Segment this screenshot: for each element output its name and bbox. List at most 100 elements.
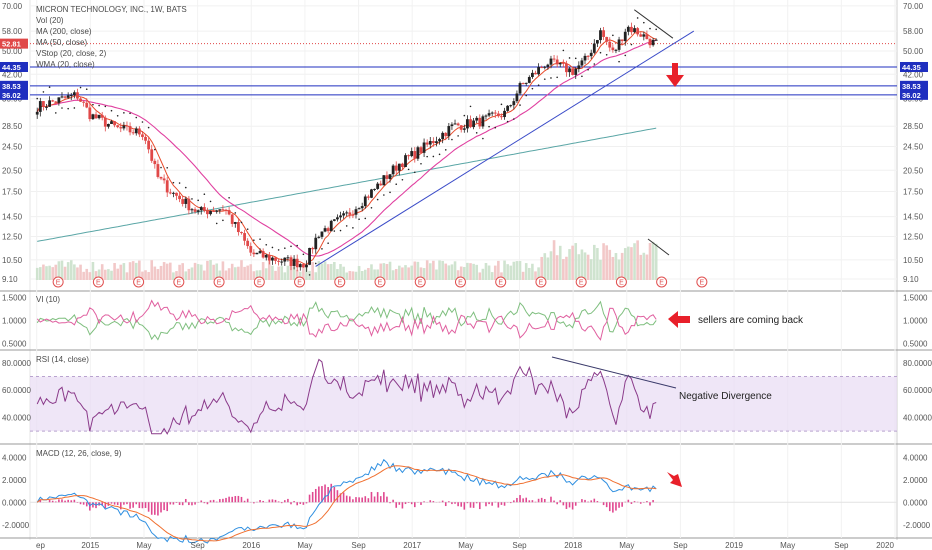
candle-body [394,165,398,171]
volume-bar [119,264,123,280]
macd-hist-bar [259,500,261,503]
vstop-dot [482,137,484,140]
candle-body [441,132,445,140]
candle-body [435,141,438,144]
macd-hist-bar [228,496,230,503]
price-tag-box [0,89,28,100]
vstop-dot [246,228,249,230]
vstop-dot [612,34,614,37]
macd-hist-bar [253,502,255,504]
price-tag-label: 38.53 [2,82,21,91]
vstop-dot [383,194,385,196]
vstop-dot [376,198,379,201]
candle-body [91,114,95,120]
vstop-dot [513,118,515,120]
volume-bar [153,266,157,280]
vstop-dot [599,51,602,54]
y-tick-label: 20.50 [903,166,924,175]
vstop-dot [327,242,329,244]
volume-bar [178,264,181,280]
y-tick-label: 1.0000 [903,317,928,326]
volume-bar [264,268,268,280]
macd-hist-bar [358,497,360,503]
macd-hist-bar [181,502,184,506]
volume-bar [441,260,444,280]
macd-hist-bar [85,502,88,507]
macd-hist-bar [157,502,159,516]
volume-bar [295,269,299,280]
volume-bar [500,272,503,280]
candle-body [456,123,460,126]
earnings-marker [92,276,104,288]
candle-body [506,105,510,111]
candle-body [196,210,200,212]
volume-bar [376,269,379,280]
candle-body [48,100,51,107]
divergence-line [551,356,677,389]
earnings-marker-label: E [619,280,624,287]
candle-body [527,77,531,83]
volume-bar [45,266,48,280]
volume-bar [385,263,389,280]
volume-bar [509,265,513,280]
candle-body [264,254,268,258]
macd-hist-bar [537,498,540,503]
earnings-marker-label: E [257,280,262,287]
volume-bar [370,264,373,280]
candle-body [94,114,98,119]
earnings-marker-label: E [217,280,222,287]
y-tick-label: 40.0000 [903,413,932,422]
candle-body [583,55,587,61]
macd-hist-bar [407,502,410,503]
volume-bar [243,266,246,280]
macd-hist-bar [141,502,144,509]
macd-hist-bar [556,502,558,505]
vstop-dot [475,132,478,134]
volume-bar [54,264,58,280]
candle-body [558,62,562,65]
volume-bar [627,246,630,280]
vstop-dot [624,54,627,57]
price-tag-box [900,80,928,91]
volume-bar [305,267,308,280]
price-tag-box [900,61,928,72]
candle-body [69,95,73,97]
candle-body [100,114,104,118]
candle-body [391,165,395,175]
volume-bar [57,261,61,280]
earnings-marker-label: E [136,280,141,287]
volume-bar [141,271,144,280]
macd-hist-bar [404,502,407,505]
volume-bar [596,248,599,280]
volume-bar [199,264,203,280]
vstop-dot [438,153,441,156]
macd-hist-bar [138,502,141,509]
macd-lines [30,458,897,544]
volume-bar [555,255,559,280]
candle-body [317,236,321,238]
candle-body [565,63,568,73]
price-tag-label: 44.35 [902,63,921,72]
earnings-marker [173,276,185,288]
vstop-dot [265,244,268,246]
macd-hist-bar [203,502,206,504]
y-tick-label-left: 14.50 [2,213,23,222]
candle-body [45,106,48,108]
vstop-dot [296,244,298,247]
candle-body [267,254,271,261]
vstop-dot [67,107,69,110]
macd-hist-bar [178,502,181,505]
vstop-dot [352,227,354,229]
volume-bar [487,265,491,280]
macd-hist-bar [113,502,116,505]
macd-hist-bar [132,502,134,508]
earnings-marker [294,276,306,288]
volume-bar [552,240,556,280]
candle-body [233,222,237,224]
candle-body [633,28,636,33]
candle-body [385,175,389,179]
candle-body [620,39,624,42]
volume-bar [444,263,448,280]
candle-body [404,155,407,167]
